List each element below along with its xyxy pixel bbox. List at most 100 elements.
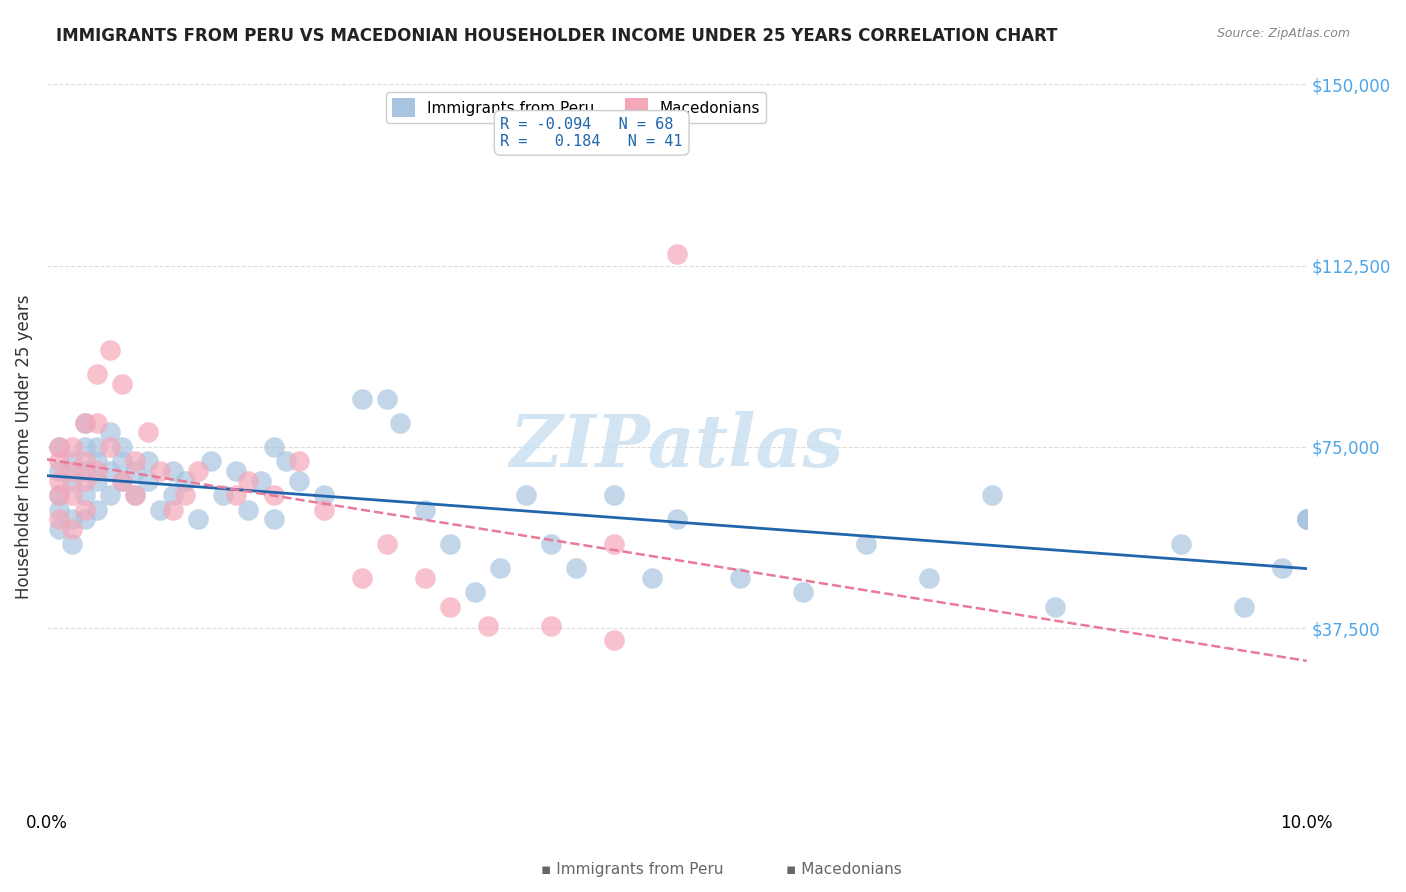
Point [86, 464, 108, 478]
Point [48, 488, 70, 502]
Point [312, 488, 335, 502]
Point [136, 474, 159, 488]
Point [149, 503, 172, 517]
Point [1295, 512, 1317, 526]
Point [73, 503, 96, 517]
Point [439, 599, 461, 614]
Point [73, 488, 96, 502]
Point [263, 512, 285, 526]
Point [98, 464, 121, 478]
Point [312, 503, 335, 517]
Point [212, 488, 235, 502]
Text: Source: ZipAtlas.com: Source: ZipAtlas.com [1216, 27, 1350, 40]
Point [603, 488, 626, 502]
Point [111, 377, 134, 392]
Point [73, 474, 96, 488]
Point [149, 464, 172, 478]
Point [174, 488, 197, 502]
Point [60, 454, 83, 468]
Point [238, 503, 260, 517]
Point [73, 416, 96, 430]
Point [124, 454, 146, 468]
Point [48, 454, 70, 468]
Point [98, 425, 121, 440]
Point [111, 474, 134, 488]
Point [350, 392, 373, 406]
Point [276, 454, 298, 468]
Point [1295, 512, 1317, 526]
Point [86, 474, 108, 488]
Point [350, 570, 373, 584]
Point [174, 474, 197, 488]
Point [565, 561, 588, 575]
Point [111, 454, 134, 468]
Point [238, 474, 260, 488]
Point [1295, 512, 1317, 526]
Point [60, 464, 83, 478]
Point [124, 488, 146, 502]
Point [375, 392, 398, 406]
Point [48, 488, 70, 502]
Point [1170, 536, 1192, 550]
Point [136, 425, 159, 440]
Point [60, 512, 83, 526]
Point [48, 503, 70, 517]
Point [73, 416, 96, 430]
Point [515, 488, 537, 502]
Point [60, 522, 83, 536]
Point [48, 440, 70, 454]
Point [603, 633, 626, 648]
Point [855, 536, 877, 550]
Point [413, 503, 436, 517]
Point [60, 536, 83, 550]
Point [388, 416, 411, 430]
Point [918, 570, 941, 584]
Point [225, 488, 247, 502]
Point [263, 488, 285, 502]
Point [200, 454, 222, 468]
Point [728, 570, 751, 584]
Point [640, 570, 662, 584]
Point [162, 488, 184, 502]
Point [124, 488, 146, 502]
Point [464, 585, 486, 599]
Point [111, 440, 134, 454]
Point [60, 474, 83, 488]
Text: ▪ Macedonians: ▪ Macedonians [786, 863, 901, 877]
Point [540, 536, 562, 550]
Point [375, 536, 398, 550]
Point [48, 464, 70, 478]
Point [162, 503, 184, 517]
Point [48, 474, 70, 488]
Point [1270, 561, 1292, 575]
Point [48, 440, 70, 454]
Point [98, 488, 121, 502]
Point [288, 474, 311, 488]
Point [73, 440, 96, 454]
Point [73, 512, 96, 526]
Point [665, 246, 688, 260]
Point [86, 416, 108, 430]
Point [263, 440, 285, 454]
Point [1043, 599, 1066, 614]
Point [603, 536, 626, 550]
Point [86, 454, 108, 468]
Point [73, 464, 96, 478]
Point [665, 512, 688, 526]
Point [98, 343, 121, 358]
Text: R = -0.094   N = 68
R =   0.184   N = 41: R = -0.094 N = 68 R = 0.184 N = 41 [501, 117, 683, 149]
Point [111, 474, 134, 488]
Point [250, 474, 273, 488]
Point [124, 464, 146, 478]
Point [187, 512, 209, 526]
Point [86, 503, 108, 517]
Legend: Immigrants from Peru, Macedonians: Immigrants from Peru, Macedonians [385, 92, 766, 123]
Point [413, 570, 436, 584]
Point [187, 464, 209, 478]
Text: IMMIGRANTS FROM PERU VS MACEDONIAN HOUSEHOLDER INCOME UNDER 25 YEARS CORRELATION: IMMIGRANTS FROM PERU VS MACEDONIAN HOUSE… [56, 27, 1057, 45]
Point [225, 464, 247, 478]
Point [48, 512, 70, 526]
Point [439, 536, 461, 550]
Point [60, 440, 83, 454]
Point [288, 454, 311, 468]
